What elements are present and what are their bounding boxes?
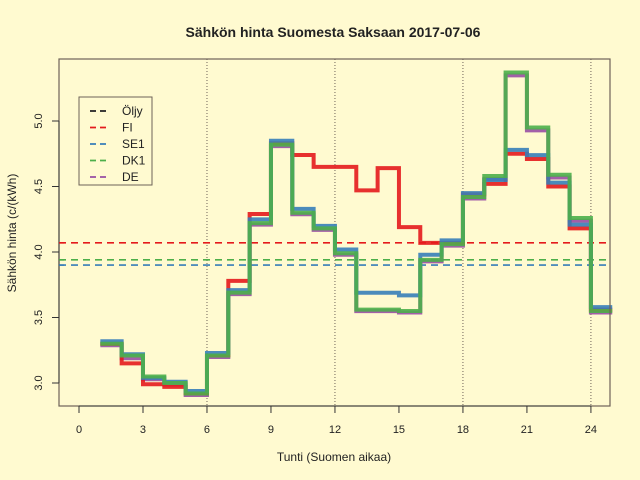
x-axis-label: Tunti (Suomen aikaa) [277,450,391,464]
x-tick-label: 6 [204,424,210,436]
legend-label: DE [122,170,139,184]
x-tick-label: 24 [585,424,597,436]
legend-label: Öljy [122,104,143,118]
chart-title: Sähkön hinta Suomesta Saksaan 2017-07-06 [186,24,481,40]
y-axis: 3.0 3.5 4.0 4.5 5.0 [33,113,64,391]
legend: Öljy FI SE1 DK1 DE [78,96,153,186]
x-axis: 0 3 6 9 12 15 18 21 24 [76,405,597,436]
x-tick-label: 18 [457,424,469,436]
legend-label: FI [122,121,133,135]
x-tick-label: 12 [329,424,341,436]
x-tick-label: 21 [521,424,533,436]
y-tick-label: 4.5 [33,179,45,194]
y-tick-label: 3.0 [33,375,45,390]
x-tick-label: 15 [393,424,405,436]
y-axis-label: Sähkön hinta (c/(kWh) [5,174,19,293]
x-tick-label: 9 [268,424,274,436]
y-tick-label: 5.0 [33,113,45,128]
vertical-gridlines [206,59,592,406]
series-lines [100,70,613,397]
x-tick-label: 3 [140,424,146,436]
x-tick-label: 0 [76,424,82,436]
y-tick-label: 3.5 [33,310,45,325]
series-dk1 [100,70,613,396]
legend-label: DK1 [122,154,146,168]
y-tick-label: 4.0 [33,244,45,259]
legend-label: SE1 [122,137,145,151]
average-lines [59,242,610,266]
